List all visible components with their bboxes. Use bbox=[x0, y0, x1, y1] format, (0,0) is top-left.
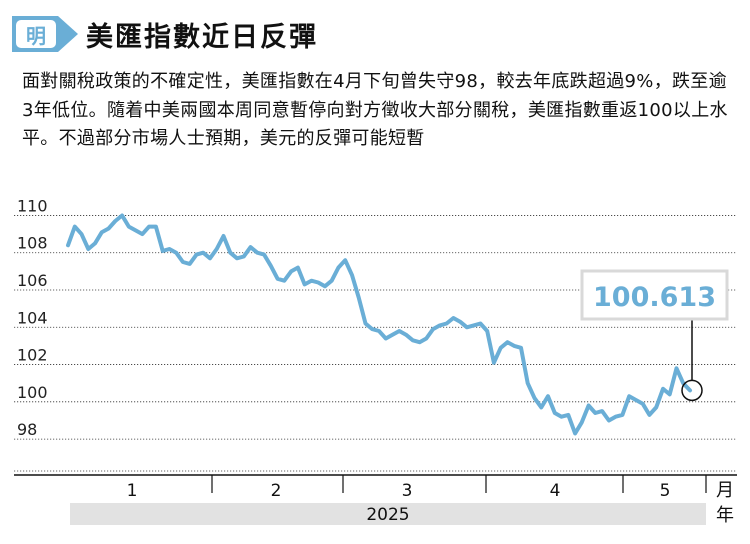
y-tick-label: 100 bbox=[17, 383, 48, 402]
month-label: 4 bbox=[550, 481, 561, 501]
description-text: 面對關稅政策的不確定性，美匯指數在4月下旬曾失守98，較去年底跌超過9%，跌至逾… bbox=[22, 71, 728, 149]
series-line bbox=[66, 213, 692, 436]
year-bar bbox=[70, 503, 706, 525]
y-tick-label: 110 bbox=[17, 196, 48, 215]
y-tick-label: 108 bbox=[17, 234, 48, 253]
month-unit-label: 月 bbox=[716, 480, 734, 501]
month-label: 2 bbox=[271, 481, 282, 501]
callout-value: 100.613 bbox=[593, 282, 716, 313]
y-tick-label: 104 bbox=[17, 308, 48, 327]
y-tick-label: 102 bbox=[17, 346, 48, 365]
month-label: 3 bbox=[402, 481, 413, 501]
y-tick-label: 106 bbox=[17, 271, 48, 290]
svg-text:明: 明 bbox=[26, 24, 46, 48]
newspaper-logo-icon: 明 bbox=[12, 16, 78, 52]
year-unit-label: 年 bbox=[716, 505, 734, 526]
month-label: 5 bbox=[660, 481, 671, 501]
page-title: 美匯指數近日反彈 bbox=[86, 22, 318, 53]
month-label: 1 bbox=[127, 481, 138, 501]
year-label: 2025 bbox=[366, 505, 409, 525]
header: 明 美匯指數近日反彈 bbox=[0, 0, 750, 68]
y-tick-label: 98 bbox=[17, 420, 37, 439]
callout-box bbox=[580, 269, 729, 321]
